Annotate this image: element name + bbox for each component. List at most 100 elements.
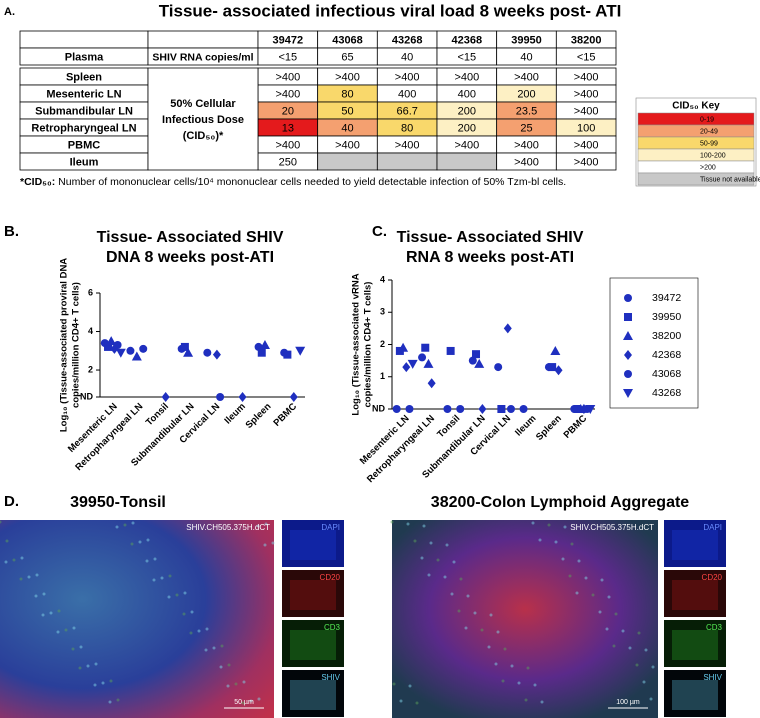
data-point bbox=[421, 343, 430, 352]
column-header: 43268 bbox=[392, 34, 423, 46]
channel-glow bbox=[290, 680, 336, 710]
data-point bbox=[478, 404, 487, 414]
x-tick-label: PBMC bbox=[272, 401, 300, 429]
cell-texture bbox=[487, 645, 491, 649]
data-point bbox=[392, 405, 401, 413]
table-value: 200 bbox=[458, 105, 476, 117]
data-point bbox=[472, 350, 481, 359]
micrograph bbox=[392, 520, 658, 718]
cell-texture bbox=[503, 647, 507, 651]
table-value: 23.5 bbox=[516, 105, 537, 117]
channel-panel bbox=[664, 670, 726, 717]
row-label: Plasma bbox=[65, 51, 104, 63]
y-tick-label: 2 bbox=[88, 364, 93, 374]
table-value: 80 bbox=[341, 88, 353, 100]
cell-texture bbox=[452, 560, 456, 564]
data-point bbox=[113, 341, 122, 349]
x-tick-label: PBMC bbox=[562, 413, 590, 441]
cell-texture bbox=[204, 648, 208, 652]
table-value: 80 bbox=[401, 122, 413, 134]
table-value: 20 bbox=[282, 105, 294, 117]
cell-texture bbox=[226, 684, 230, 688]
data-point bbox=[131, 351, 142, 361]
channel-panel bbox=[664, 570, 726, 617]
data-point bbox=[554, 365, 563, 376]
cell-texture bbox=[399, 699, 403, 703]
panel-label: C. bbox=[372, 223, 387, 240]
data-point bbox=[259, 340, 270, 349]
cell-texture bbox=[212, 646, 216, 650]
channel-label: DAPI bbox=[703, 523, 722, 532]
legend-entry: 38200 bbox=[652, 330, 681, 342]
cell-texture bbox=[628, 646, 632, 650]
key-title: CID₅₀ Key bbox=[672, 101, 720, 112]
row-label: Retropharyngeal LN bbox=[31, 122, 136, 134]
cell-texture bbox=[445, 543, 449, 547]
data-point bbox=[238, 392, 247, 402]
legend-entry: 39472 bbox=[652, 292, 681, 304]
cell-texture bbox=[138, 540, 142, 544]
cell-texture bbox=[517, 681, 521, 685]
data-point bbox=[407, 359, 418, 369]
legend-entry: 43268 bbox=[652, 387, 681, 399]
legend-marker bbox=[624, 350, 632, 360]
table-value: >400 bbox=[514, 156, 539, 168]
channel-panel bbox=[282, 670, 344, 717]
data-point bbox=[503, 323, 512, 334]
table-value: >400 bbox=[514, 71, 539, 83]
table-value: >400 bbox=[335, 139, 360, 151]
data-point bbox=[474, 358, 485, 368]
channel-panel bbox=[282, 520, 344, 567]
cell-texture bbox=[57, 609, 61, 613]
channel-glow bbox=[672, 530, 718, 560]
table-value: 250 bbox=[279, 156, 297, 168]
table-value: 13 bbox=[282, 122, 294, 134]
panel-label: D. bbox=[4, 493, 19, 510]
cell-texture bbox=[234, 682, 238, 686]
table-value: 200 bbox=[517, 88, 535, 100]
cell-texture bbox=[241, 701, 245, 705]
data-point bbox=[257, 348, 266, 357]
table-cell bbox=[555, 47, 617, 66]
legend-entry: 39950 bbox=[652, 311, 681, 323]
data-point bbox=[180, 342, 189, 351]
data-point bbox=[216, 393, 225, 401]
cell-texture bbox=[420, 556, 424, 560]
cell-texture bbox=[457, 609, 461, 613]
cell-texture bbox=[256, 524, 260, 528]
table-value: >400 bbox=[454, 71, 479, 83]
key-entry: 100-200 bbox=[700, 152, 726, 159]
cell-texture bbox=[0, 520, 2, 524]
y-tick-label: 4 bbox=[88, 326, 93, 336]
cell-texture bbox=[72, 626, 76, 630]
table-value: >400 bbox=[514, 139, 539, 151]
channel-glow bbox=[672, 630, 718, 660]
cell-texture bbox=[422, 524, 426, 528]
cell-texture bbox=[554, 540, 558, 544]
chart-title: RNA 8 weeks post-ATI bbox=[406, 249, 574, 266]
key-entry: Tissue not available bbox=[700, 176, 760, 183]
data-point bbox=[456, 405, 465, 413]
table-value: <15 bbox=[457, 51, 476, 63]
cell-texture bbox=[510, 664, 514, 668]
data-point bbox=[106, 336, 117, 346]
cell-texture bbox=[115, 525, 119, 529]
data-point bbox=[506, 405, 515, 413]
y-tick-label: 3 bbox=[380, 307, 385, 317]
channel-panel bbox=[282, 620, 344, 667]
data-point bbox=[468, 356, 477, 365]
panel-label: A. bbox=[4, 6, 15, 18]
x-tick-label: Spleen bbox=[244, 401, 274, 431]
cell-texture bbox=[249, 699, 253, 703]
column-header: 43068 bbox=[332, 34, 363, 46]
cell-texture bbox=[109, 679, 113, 683]
cell-texture bbox=[4, 560, 8, 564]
cell-texture bbox=[600, 578, 604, 582]
channel-glow bbox=[290, 580, 336, 610]
x-tick-label: Spleen bbox=[534, 413, 564, 443]
y-tick-label: 6 bbox=[88, 287, 93, 297]
measure-label: SHIV RNA copies/ml bbox=[152, 51, 253, 63]
cell-texture bbox=[79, 645, 83, 649]
cell-texture bbox=[406, 522, 410, 526]
data-point bbox=[497, 405, 506, 413]
